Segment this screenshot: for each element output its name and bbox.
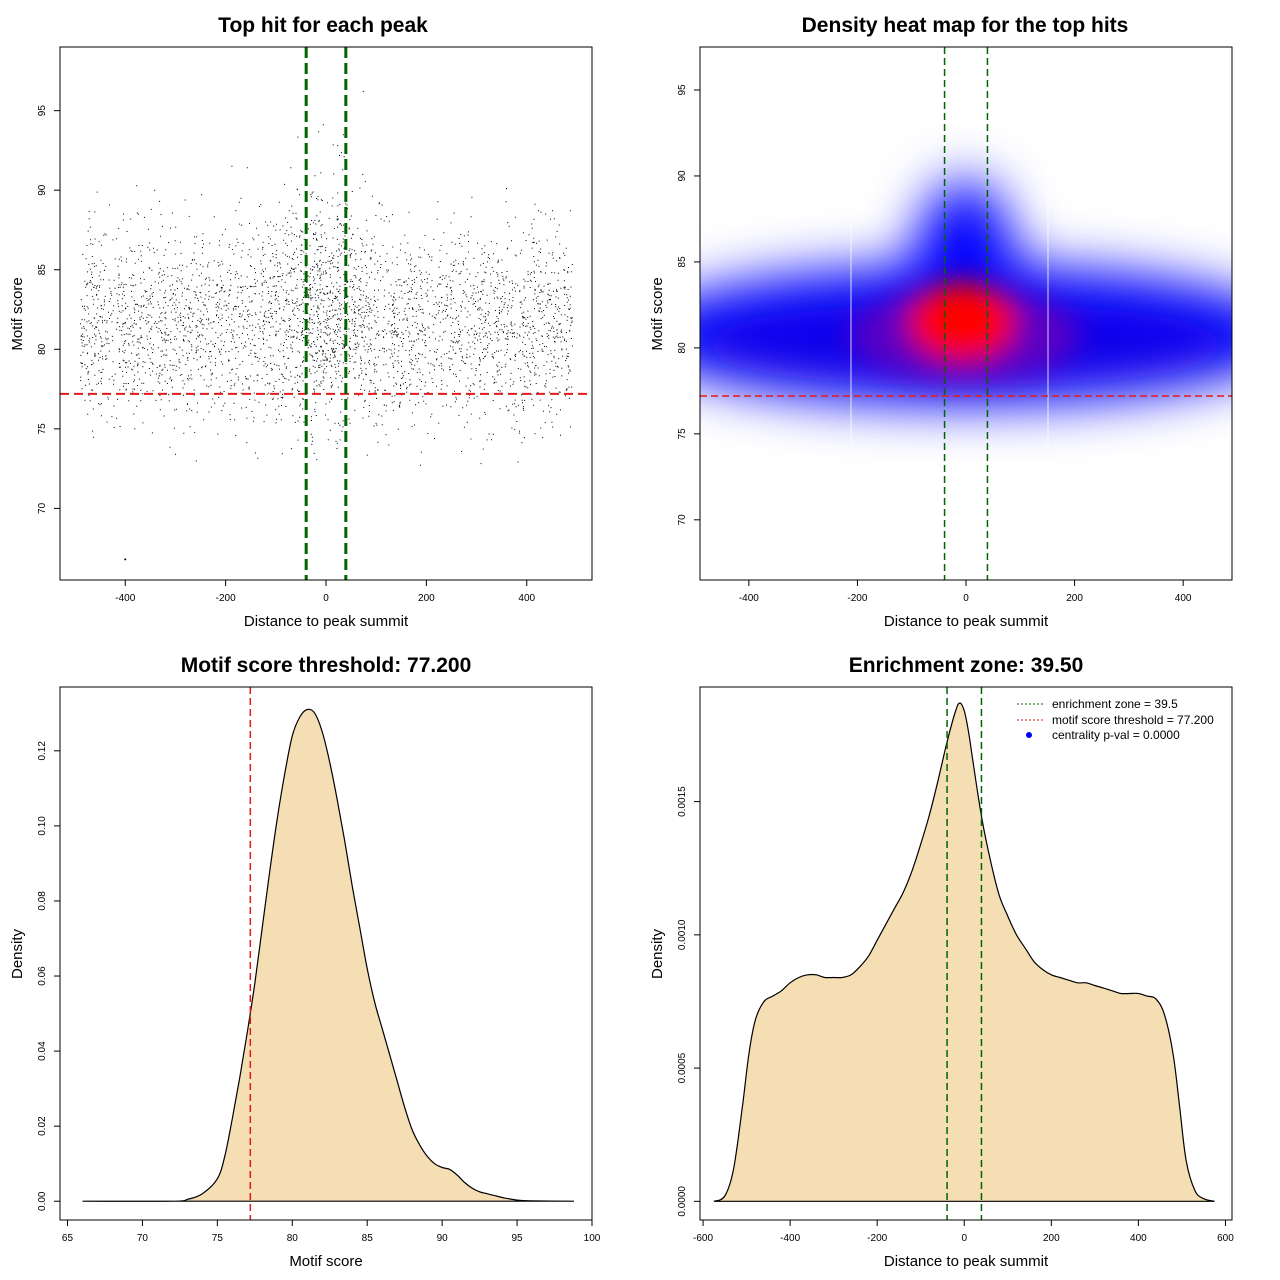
score-density-y-ticks: 0.00 0.02 0.04 0.06 0.08 0.10 0.12 <box>37 741 60 1211</box>
score-density-y-tick-label: 0.00 <box>37 1191 48 1211</box>
heatmap-y-ticks: 70 75 80 85 90 95 <box>677 84 700 525</box>
distance-density-x-tick-label: 200 <box>1043 1233 1060 1244</box>
score-density-x-tick-label: 95 <box>512 1233 524 1244</box>
distance-density-y-label: Density <box>649 928 666 979</box>
distance-density-frame <box>699 686 1233 1221</box>
scatter-y-tick-label: 70 <box>37 502 48 514</box>
distance-density-y-tick-label: 0.0000 <box>677 1186 688 1217</box>
score-density-x-tick-label: 70 <box>137 1233 149 1244</box>
distance-density-x-tick-label: -400 <box>780 1233 800 1244</box>
scatter-y-tick-label: 75 <box>37 423 48 435</box>
heatmap-y-tick-label: 85 <box>677 256 688 268</box>
scatter-panel: Top hit for each peak -400 -200 0 200 400 70… <box>9 14 593 630</box>
heatmap-hot-spot <box>850 282 1080 383</box>
distance-density-title: Enrichment zone: 39.50 <box>849 654 1084 677</box>
score-density-y-label: Density <box>9 928 26 979</box>
scatter-x-tick-label: 0 <box>323 593 329 604</box>
distance-density-x-tick-label: -200 <box>867 1233 887 1244</box>
scatter-point-cloud <box>80 90 573 466</box>
heatmap-x-tick-label: 400 <box>1175 593 1192 604</box>
scatter-y-tick-label: 85 <box>37 264 48 276</box>
score-density-y-tick-label: 0.02 <box>37 1116 48 1136</box>
score-density-x-tick-label: 100 <box>584 1233 601 1244</box>
score-density-x-tick-label: 85 <box>362 1233 374 1244</box>
heatmap-x-tick-label: -400 <box>739 593 759 604</box>
heatmap-y-tick-label: 75 <box>677 428 688 440</box>
heatmap-panel: Density heat map for the top hits -400 -2… <box>649 14 1233 630</box>
heatmap-y-tick-label: 80 <box>677 342 688 354</box>
score-density-y-tick-label: 0.08 <box>37 891 48 911</box>
distance-density-x-tick-label: 400 <box>1130 1233 1147 1244</box>
score-density-title: Motif score threshold: 77.200 <box>181 654 472 677</box>
heatmap-y-tick-label: 90 <box>677 170 688 182</box>
score-density-y-tick-label: 0.06 <box>37 966 48 986</box>
legend: enrichment zone = 39.5 motif score thres… <box>1017 697 1214 742</box>
scatter-y-label: Motif score <box>9 277 26 350</box>
heatmap-x-ticks: -400 -200 0 200 400 <box>739 580 1192 604</box>
heatmap-x-label: Distance to peak summit <box>884 613 1049 630</box>
legend-zone-label: enrichment zone = 39.5 <box>1052 697 1178 711</box>
score-density-y-tick-label: 0.12 <box>37 741 48 761</box>
distance-density-x-label: Distance to peak summit <box>884 1253 1049 1270</box>
score-density-y-tick-label: 0.10 <box>37 816 48 836</box>
distance-density-x-tick-label: 600 <box>1217 1233 1234 1244</box>
scatter-y-tick-label: 80 <box>37 343 48 355</box>
score-density-x-tick-label: 65 <box>62 1233 74 1244</box>
distance-density-y-tick-label: 0.0015 <box>677 786 688 817</box>
scatter-y-tick-label: 90 <box>37 184 48 196</box>
score-density-curve <box>82 708 575 1202</box>
distance-density-y-tick-label: 0.0010 <box>677 919 688 950</box>
scatter-title: Top hit for each peak <box>218 14 428 37</box>
scatter-x-ticks: -400 -200 0 200 400 <box>115 580 536 604</box>
heatmap-x-tick-label: 0 <box>963 593 969 604</box>
legend-threshold-label: motif score threshold = 77.200 <box>1052 713 1214 727</box>
score-density-x-ticks: 65 70 75 80 85 90 95 100 <box>62 1220 601 1244</box>
scatter-points <box>80 90 573 561</box>
heatmap-y-tick-label: 95 <box>677 84 688 96</box>
heatmap-red-core <box>907 282 1017 362</box>
scatter-x-tick-label: 400 <box>518 593 535 604</box>
score-density-y-tick-label: 0.04 <box>37 1041 48 1061</box>
scatter-x-tick-label: 200 <box>418 593 435 604</box>
scatter-x-tick-label: -200 <box>216 593 236 604</box>
distance-density-curve <box>713 702 1215 1202</box>
legend-pval-label: centrality p-val = 0.0000 <box>1052 728 1180 742</box>
heatmap-x-tick-label: -200 <box>847 593 867 604</box>
score-density-panel: Motif score threshold: 77.200 65 70 75 80 85… <box>9 654 601 1270</box>
heatmap-title: Density heat map for the top hits <box>802 14 1129 37</box>
score-density-x-label: Motif score <box>289 1253 362 1270</box>
distance-density-y-ticks: 0.0000 0.0005 0.0010 0.0015 <box>677 786 700 1217</box>
scatter-x-label: Distance to peak summit <box>244 613 409 630</box>
heatmap-y-tick-label: 70 <box>677 514 688 526</box>
distance-density-x-tick-label: -600 <box>693 1233 713 1244</box>
score-density-frame <box>59 686 593 1221</box>
score-density-x-tick-label: 75 <box>212 1233 224 1244</box>
legend-pval-dot <box>1026 732 1032 738</box>
distance-density-y-tick-label: 0.0005 <box>677 1052 688 1083</box>
heatmap-density <box>700 47 1232 580</box>
heatmap-x-tick-label: 200 <box>1066 593 1083 604</box>
distance-density-x-tick-label: 0 <box>961 1233 967 1244</box>
heatmap-y-label: Motif score <box>649 277 666 350</box>
scatter-x-tick-label: -400 <box>115 593 135 604</box>
score-density-x-tick-label: 80 <box>287 1233 299 1244</box>
score-density-x-tick-label: 90 <box>437 1233 449 1244</box>
distance-density-panel: Enrichment zone: 39.50 -600 -400 -200 0 200 4… <box>649 654 1234 1270</box>
scatter-plot-frame <box>59 46 593 581</box>
scatter-y-ticks: 70 75 80 85 90 95 <box>37 105 60 514</box>
scatter-outlier-point <box>124 558 127 561</box>
distance-density-x-ticks: -600 -400 -200 0 200 400 600 <box>693 1220 1234 1244</box>
scatter-y-tick-label: 95 <box>37 105 48 117</box>
